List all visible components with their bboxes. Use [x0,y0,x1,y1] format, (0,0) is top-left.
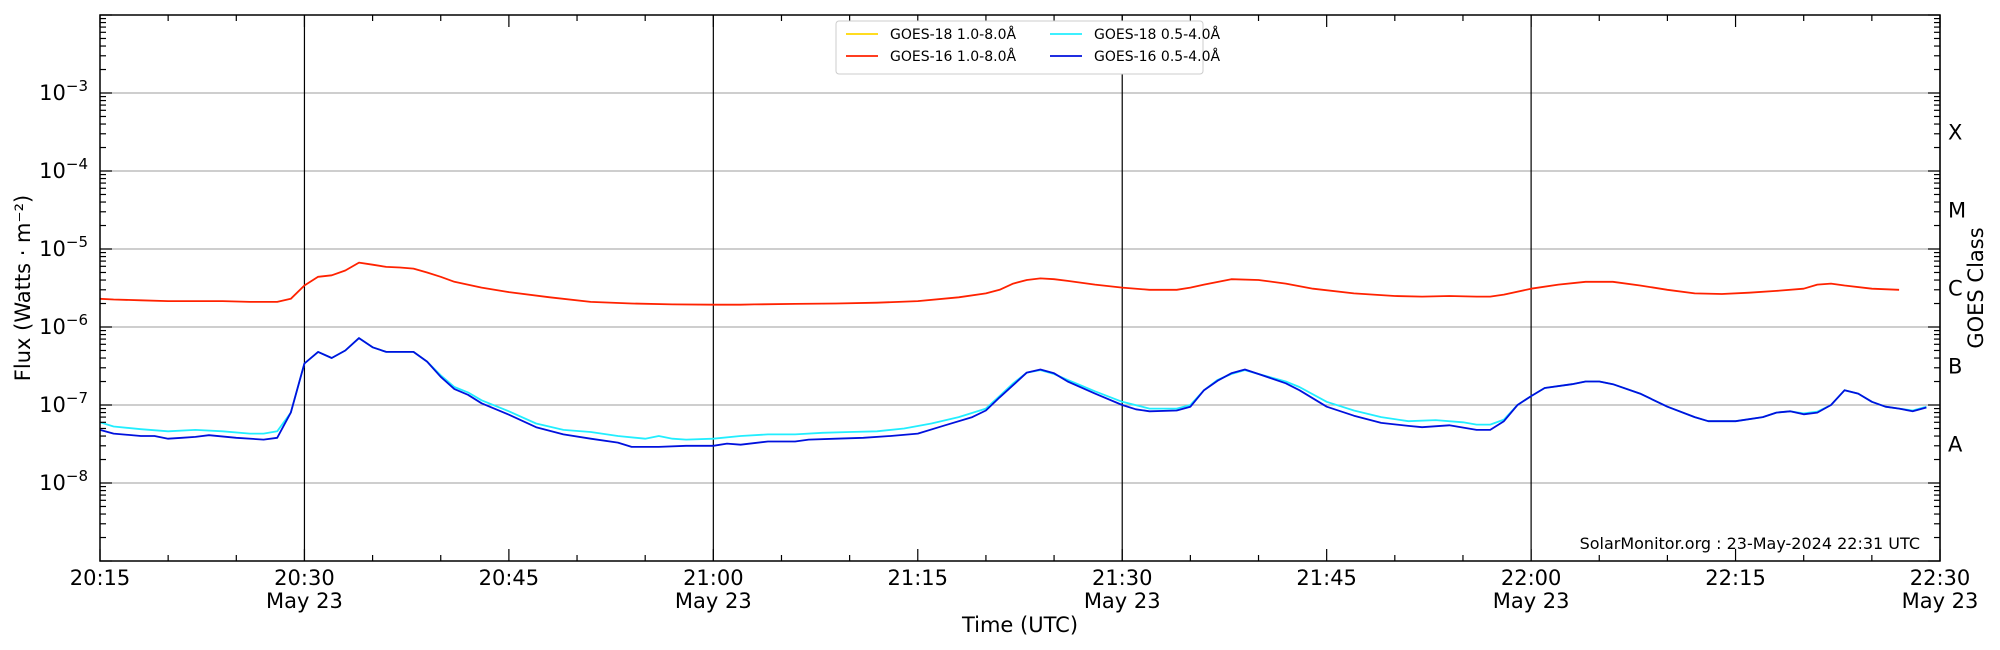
y-tick-labels: 10−810−710−610−510−410−3 [39,77,88,495]
legend-box [835,20,1204,75]
x-tick-label: 21:30 [1092,566,1153,590]
x-tick-sublabel: May 23 [1493,589,1570,613]
x-tick-label: 22:00 [1501,566,1562,590]
y-tick-exponent: −7 [66,389,88,407]
legend-label: GOES-18 1.0-8.0Å [890,26,1016,43]
y-tick-mantissa: 10 [39,471,66,495]
y-tick-label: 10−7 [39,389,88,417]
x-tick-label: 20:45 [479,566,540,590]
legend-label: GOES-18 0.5-4.0Å [1094,26,1220,43]
goes-class-label: X [1948,121,1962,145]
y-tick-exponent: −5 [66,233,88,251]
series-line [99,337,1927,448]
axis-ticks [99,14,1941,562]
y-tick-exponent: −3 [66,77,88,95]
legend-label: GOES-16 0.5-4.0Å [1094,48,1220,65]
goes-class-label: B [1948,355,1962,379]
grid-lines [100,92,1940,484]
series-line [99,337,1927,441]
y-tick-mantissa: 10 [39,315,66,339]
x-tick-label: 21:00 [683,566,744,590]
x-tick-label: 22:15 [1705,566,1766,590]
plot-series [99,261,1927,448]
y-tick-label: 10−3 [39,77,88,105]
y-tick-exponent: −4 [66,155,88,173]
credit-text: SolarMonitor.org : 23-May-2024 22:31 UTC [1580,534,1920,553]
y-tick-label: 10−4 [39,155,88,183]
y-tick-label: 10−8 [39,467,88,495]
y-tick-exponent: −6 [66,311,88,329]
goes-class-label: C [1948,277,1963,301]
y-axis-title: Flux (Watts · m⁻²) [11,195,35,381]
y-tick-mantissa: 10 [39,237,66,261]
y-tick-label: 10−5 [39,233,88,261]
y-tick-mantissa: 10 [39,159,66,183]
x-tick-label: 21:45 [1296,566,1357,590]
series-line [99,261,1900,306]
y-tick-mantissa: 10 [39,393,66,417]
x-tick-sublabel: May 23 [675,589,752,613]
y-tick-exponent: −8 [66,467,88,485]
x-tick-sublabel: May 23 [1902,589,1979,613]
goes-class-label: A [1948,433,1963,457]
legend-label: GOES-16 1.0-8.0Å [890,48,1016,65]
x-tick-label: 22:30 [1910,566,1971,590]
right-axis-title: GOES Class [1964,227,1988,348]
x-tick-sublabel: May 23 [1084,589,1161,613]
x-tick-sublabel: May 23 [266,589,343,613]
x-tick-label: 20:15 [70,566,131,590]
x-tick-label: 21:15 [888,566,949,590]
x-tick-label: 20:30 [274,566,335,590]
goes-class-label: M [1948,199,1966,223]
goes-class-labels: A B C M X [1948,121,1966,457]
legend: GOES-18 1.0-8.0Å GOES-16 1.0-8.0Å GOES-18 … [835,20,1220,75]
x-axis-title: Time (UTC) [961,613,1078,637]
y-tick-mantissa: 10 [39,81,66,105]
y-tick-label: 10−6 [39,311,88,339]
plot-frame [99,14,1941,562]
